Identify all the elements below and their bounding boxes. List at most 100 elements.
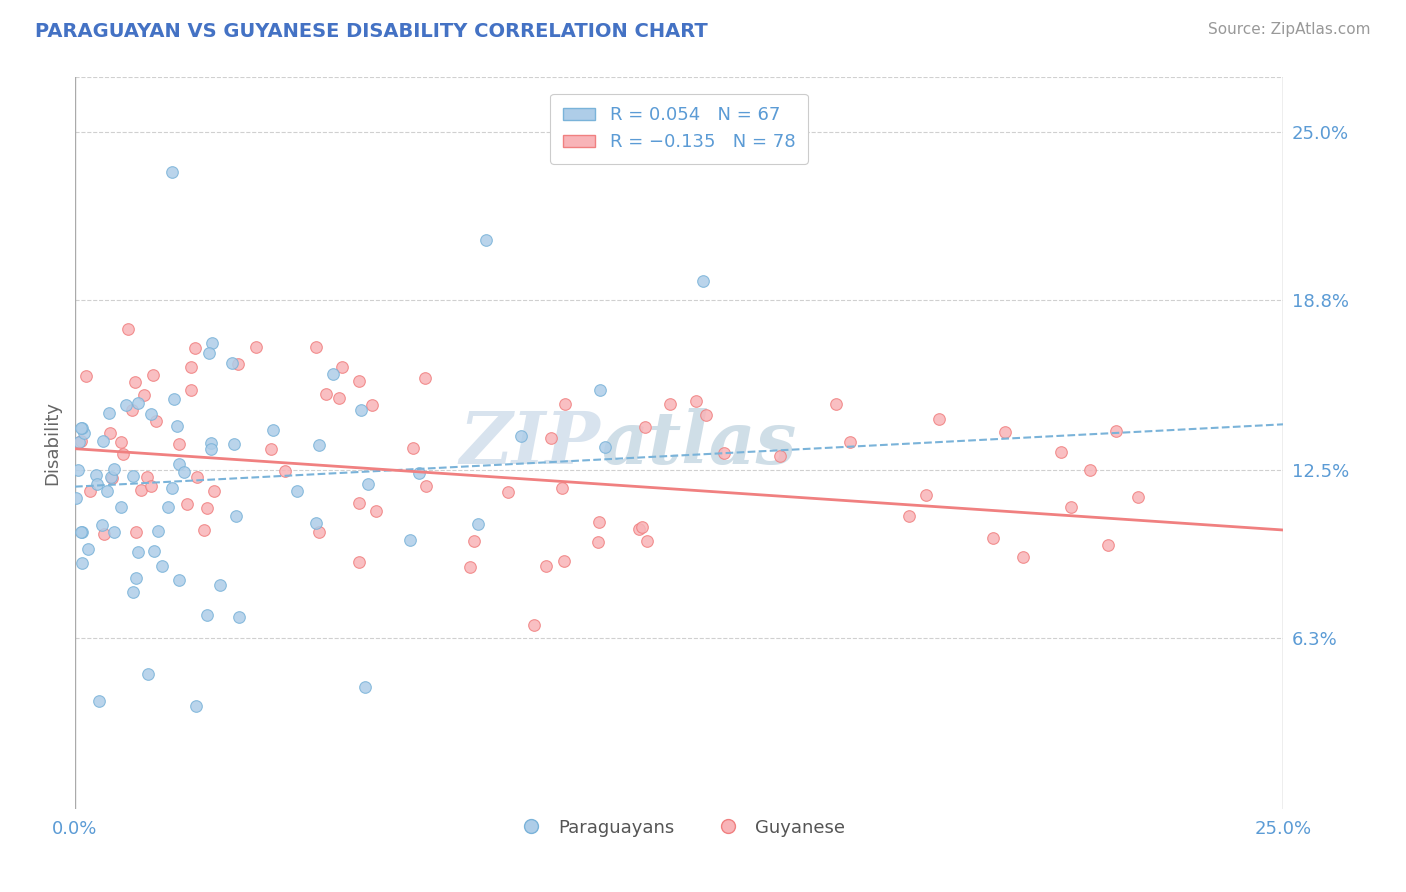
- Point: [186, 470, 208, 484]
- Point: [769, 450, 792, 464]
- Point: [180, 383, 202, 397]
- Point: [274, 464, 297, 478]
- Point: [103, 525, 125, 540]
- Point: [225, 509, 247, 524]
- Point: [245, 341, 267, 355]
- Point: [70, 434, 93, 449]
- Point: [354, 680, 377, 694]
- Point: [100, 471, 122, 485]
- Point: [180, 360, 202, 375]
- Point: [332, 360, 354, 375]
- Point: [361, 398, 384, 412]
- Point: [408, 467, 430, 481]
- Point: [308, 524, 330, 539]
- Point: [1097, 538, 1119, 552]
- Text: PARAGUAYAN VS GUYANESE DISABILITY CORRELATION CHART: PARAGUAYAN VS GUYANESE DISABILITY CORREL…: [35, 22, 707, 41]
- Point: [636, 534, 658, 549]
- Point: [627, 522, 650, 536]
- Point: [262, 423, 284, 437]
- Point: [167, 457, 190, 471]
- Point: [121, 403, 143, 417]
- Point: [588, 534, 610, 549]
- Point: [195, 501, 218, 516]
- Point: [1012, 549, 1035, 564]
- Point: [659, 397, 682, 411]
- Point: [356, 476, 378, 491]
- Point: [981, 531, 1004, 545]
- Point: [125, 525, 148, 540]
- Point: [124, 375, 146, 389]
- Point: [173, 465, 195, 479]
- Point: [1078, 463, 1101, 477]
- Point: [156, 500, 179, 514]
- Point: [117, 322, 139, 336]
- Point: [169, 573, 191, 587]
- Point: [200, 435, 222, 450]
- Point: [201, 336, 224, 351]
- Point: [305, 516, 328, 530]
- Point: [66, 463, 89, 477]
- Point: [72, 421, 94, 435]
- Point: [184, 699, 207, 714]
- Point: [146, 524, 169, 538]
- Point: [1060, 500, 1083, 514]
- Point: [103, 462, 125, 476]
- Point: [141, 479, 163, 493]
- Point: [475, 233, 498, 247]
- Point: [1128, 491, 1150, 505]
- Point: [897, 508, 920, 523]
- Point: [915, 487, 938, 501]
- Point: [1050, 445, 1073, 459]
- Point: [143, 544, 166, 558]
- Point: [458, 560, 481, 574]
- Point: [96, 483, 118, 498]
- Text: atlas: atlas: [600, 408, 796, 479]
- Point: [260, 442, 283, 457]
- Point: [551, 481, 574, 495]
- Point: [136, 666, 159, 681]
- Point: [86, 476, 108, 491]
- Point: [208, 578, 231, 592]
- Point: [136, 470, 159, 484]
- Point: [98, 406, 121, 420]
- Point: [72, 557, 94, 571]
- Point: [110, 435, 132, 450]
- Point: [70, 525, 93, 540]
- Point: [994, 425, 1017, 440]
- Point: [593, 440, 616, 454]
- Point: [70, 525, 93, 540]
- Point: [226, 357, 249, 371]
- Point: [509, 429, 531, 443]
- Point: [145, 414, 167, 428]
- Point: [193, 523, 215, 537]
- Point: [523, 618, 546, 632]
- Point: [554, 397, 576, 411]
- Point: [202, 483, 225, 498]
- Point: [67, 435, 90, 450]
- Point: [1105, 424, 1128, 438]
- Point: [195, 608, 218, 623]
- Point: [285, 483, 308, 498]
- Point: [415, 478, 437, 492]
- Y-axis label: Disability: Disability: [44, 401, 60, 485]
- Point: [73, 425, 96, 440]
- Point: [115, 398, 138, 412]
- Point: [125, 571, 148, 585]
- Point: [84, 468, 107, 483]
- Point: [308, 438, 330, 452]
- Text: Source: ZipAtlas.com: Source: ZipAtlas.com: [1208, 22, 1371, 37]
- Point: [163, 392, 186, 406]
- Point: [129, 483, 152, 497]
- Point: [634, 420, 657, 434]
- Point: [122, 468, 145, 483]
- Point: [540, 431, 562, 445]
- Point: [160, 481, 183, 495]
- Point: [134, 387, 156, 401]
- Point: [167, 436, 190, 450]
- Point: [141, 408, 163, 422]
- Text: ZIP: ZIP: [460, 408, 600, 479]
- Legend: Paraguayans, Guyanese: Paraguayans, Guyanese: [506, 812, 852, 844]
- Point: [150, 559, 173, 574]
- Point: [322, 367, 344, 381]
- Point: [328, 391, 350, 405]
